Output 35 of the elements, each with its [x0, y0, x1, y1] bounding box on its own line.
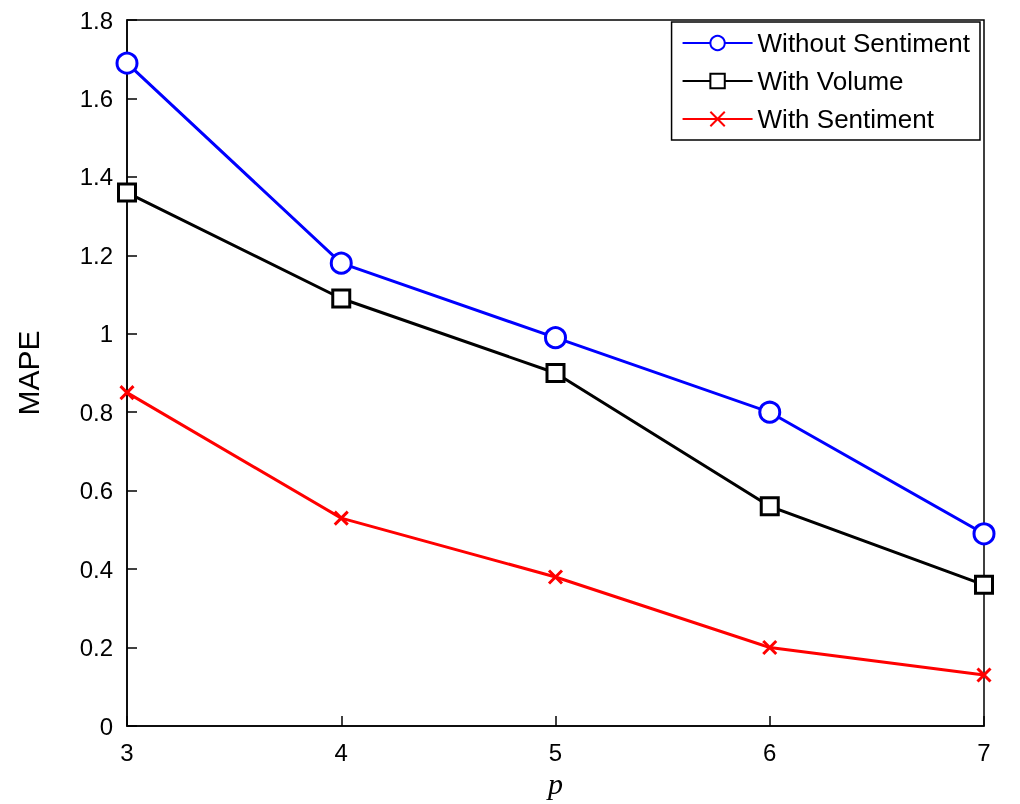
point — [547, 568, 564, 585]
y-tick-label: 1.2 — [79, 241, 113, 269]
point — [329, 251, 353, 275]
point — [972, 522, 996, 546]
y-tick-label: 0.6 — [79, 477, 113, 505]
point — [761, 639, 778, 656]
point — [544, 326, 567, 350]
legend-label: With Volume — [757, 66, 904, 96]
x-tick-label: 6 — [763, 738, 777, 766]
y-axis-title: MAPE — [11, 330, 45, 416]
y-tick-label: 1.8 — [79, 6, 113, 34]
x-tick-label: 7 — [977, 738, 991, 766]
point — [974, 574, 994, 595]
point — [758, 400, 782, 424]
point — [331, 288, 352, 309]
x-tick-label: 3 — [120, 738, 134, 766]
point — [119, 384, 135, 401]
point — [333, 510, 350, 527]
point — [759, 496, 780, 517]
x-tick-label: 5 — [548, 738, 563, 766]
point — [115, 51, 139, 75]
legend-label: Without Sentiment — [757, 28, 971, 58]
y-tick-label: 1 — [99, 320, 113, 348]
y-tick-label: 0 — [99, 712, 113, 740]
y-tick-label: 0.2 — [79, 634, 113, 662]
y-tick-label: 0.8 — [79, 398, 113, 426]
y-tick-label: 1.6 — [79, 84, 113, 112]
y-tick-label: 0.4 — [79, 555, 113, 583]
x-tick-label: 4 — [334, 738, 348, 766]
point — [976, 667, 992, 684]
legend-label: With Sentiment — [757, 104, 935, 134]
x-axis-title: p — [546, 767, 563, 801]
y-tick-label: 1.4 — [79, 163, 113, 191]
point — [117, 182, 137, 203]
point — [545, 363, 566, 383]
